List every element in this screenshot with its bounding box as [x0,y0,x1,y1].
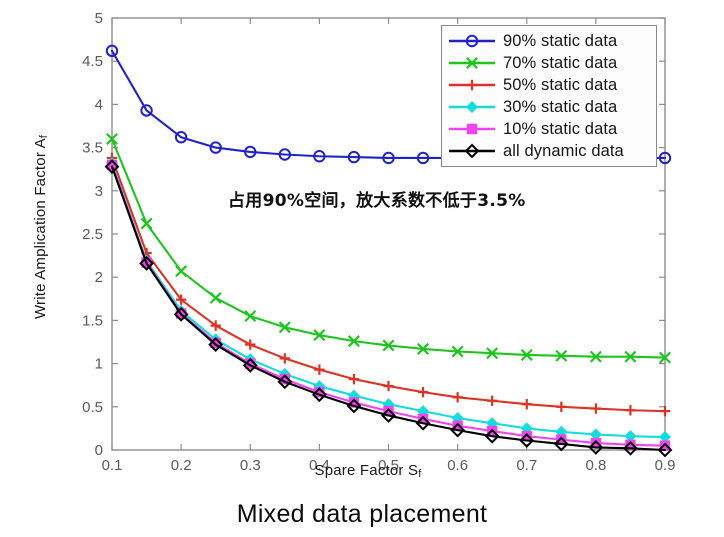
x-tick-label: 0.6 [447,457,468,474]
series-6 [104,159,673,458]
legend-swatch-circle-icon [449,34,495,48]
legend-swatch-diamond-icon [449,143,495,159]
x-tick-label: 0.5 [378,457,399,474]
y-tick-label: 0 [95,442,103,459]
legend-swatch-x-icon [449,57,495,69]
legend-label: 30% static data [503,97,618,116]
legend-item-1[interactable]: 90% static data [447,30,650,52]
y-tick-label: 2.5 [82,226,103,243]
chart-annotation: 占用90%空间，放大系数不低于3.5% [228,191,526,211]
y-tick-label: 5 [95,10,103,27]
series-2 [106,132,671,364]
y-axis-label-text: Write Amplication Factor A [32,138,49,320]
legend-swatch-diamond-filled-icon [449,100,495,114]
chart-legend: 90% static data 70% static data 50% static… [441,25,657,167]
legend-label: 10% static data [503,119,618,138]
legend-swatch-square-filled-icon [449,123,495,135]
series-5 [106,159,671,451]
legend-item-3[interactable]: 50% static data [447,74,650,96]
x-tick-label: 0.2 [171,457,192,474]
legend-label: 90% static data [503,31,618,50]
x-axis-label: Spare Factor Sf [268,462,468,480]
y-axis-label-subscript: f [38,134,50,139]
x-tick-label: 0.1 [102,457,123,474]
series-3 [106,152,671,417]
y-tick-label: 0.5 [82,399,103,416]
y-tick-label: 3.5 [82,140,103,157]
legend-item-5[interactable]: 10% static data [447,118,650,140]
y-tick-label: 4.5 [82,53,103,70]
x-axis-label-text: Spare Factor S [314,462,419,479]
x-axis-label-subscript: f [418,468,422,480]
x-tick-label: 0.3 [240,457,261,474]
y-tick-label: 1 [95,356,103,373]
x-tick-label: 0.4 [309,457,330,474]
legend-item-2[interactable]: 70% static data [447,52,650,74]
legend-item-6[interactable]: all dynamic data [447,140,650,162]
legend-item-4[interactable]: 30% static data [447,96,650,118]
x-tick-label: 0.9 [655,457,676,474]
legend-label: 50% static data [503,75,618,94]
x-tick-label: 0.8 [585,457,606,474]
y-tick-label: 1.5 [82,312,103,329]
legend-label: 70% static data [503,53,618,72]
y-axis-label: Write Amplication Factor Af [32,112,50,342]
y-tick-label: 2 [95,269,103,286]
legend-label: all dynamic data [503,141,624,160]
legend-swatch-plus-icon [449,79,495,91]
figure-caption: Mixed data placement [236,500,488,528]
x-tick-label: 0.7 [516,457,537,474]
y-tick-label: 3 [95,183,103,200]
y-tick-label: 4 [95,96,103,113]
